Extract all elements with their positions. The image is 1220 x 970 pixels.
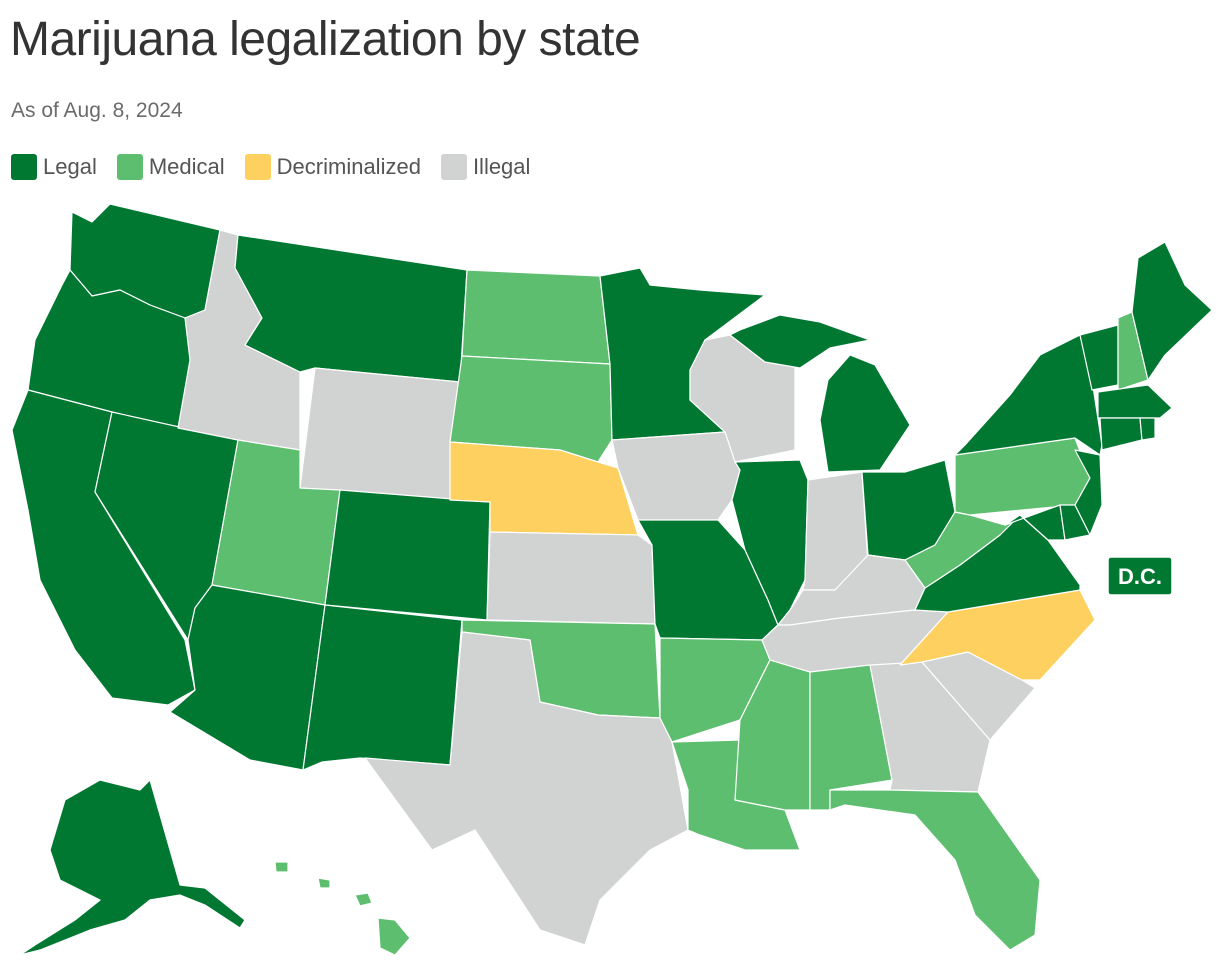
state-colorado[interactable] [324, 489, 491, 621]
state-massachusetts[interactable] [1097, 384, 1173, 419]
state-maine[interactable] [1131, 241, 1213, 381]
state-wyoming[interactable] [299, 367, 461, 501]
legend: Legal Medical Decriminalized Illegal [11, 154, 550, 180]
legend-swatch-legal [11, 154, 37, 180]
state-hawaii-maui[interactable] [354, 892, 373, 907]
state-kansas[interactable] [486, 531, 656, 625]
state-connecticut[interactable] [1099, 417, 1143, 451]
state-hawaii-kauai[interactable] [274, 861, 289, 873]
state-maryland[interactable] [1004, 504, 1066, 541]
dc-callout[interactable]: D.C. [1107, 556, 1173, 596]
state-new-york[interactable] [954, 334, 1103, 456]
legend-item-illegal: Illegal [440, 154, 531, 180]
state-north-dakota[interactable] [461, 269, 611, 365]
dc-label-box [1107, 556, 1173, 596]
legend-item-legal: Legal [11, 154, 97, 180]
state-hawaii-oahu[interactable] [317, 877, 331, 889]
state-michigan[interactable] [729, 314, 871, 369]
dc-label: D.C. [1118, 564, 1162, 589]
map-subtitle: As of Aug. 8, 2024 [11, 99, 183, 122]
legend-swatch-decriminalized [244, 154, 271, 180]
legend-label-decriminalized: Decriminalized [276, 154, 421, 179]
state-alaska[interactable] [19, 779, 246, 956]
legend-label-medical: Medical [148, 154, 225, 179]
state-florida[interactable] [829, 789, 1041, 951]
legend-swatch-medical [116, 154, 143, 180]
state-iowa[interactable] [611, 431, 741, 521]
state-hawaii-big-island[interactable] [377, 917, 411, 956]
legend-item-medical: Medical [116, 154, 225, 180]
legend-swatch-illegal [440, 154, 467, 180]
state-west-virginia[interactable] [904, 511, 1021, 589]
state-new-mexico[interactable] [302, 604, 463, 771]
state-rhode-island[interactable] [1139, 417, 1156, 441]
state-michigan-lower[interactable] [819, 354, 911, 473]
legend-item-decriminalized: Decriminalized [244, 154, 421, 180]
legend-label-legal: Legal [43, 154, 97, 179]
map-title: Marijuana legalization by state [10, 13, 641, 66]
legend-label-illegal: Illegal [472, 154, 531, 179]
state-texas[interactable] [364, 631, 689, 946]
